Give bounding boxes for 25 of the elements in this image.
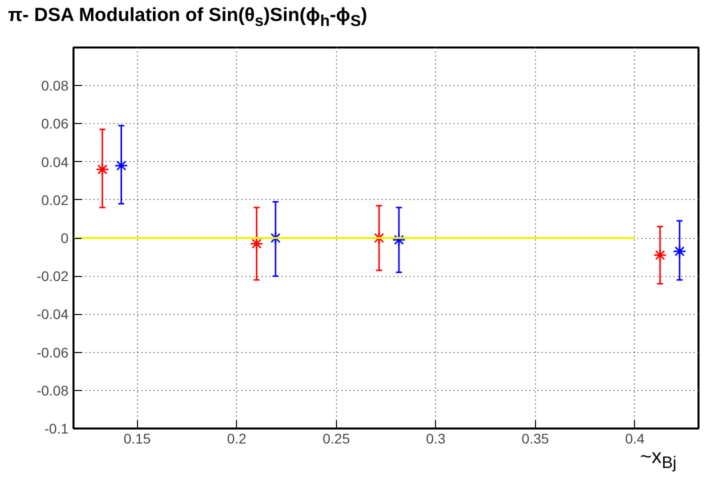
point — [268, 231, 282, 245]
y-tick-label: 0 — [60, 230, 69, 246]
x-tick-label: 0.25 — [322, 430, 350, 446]
point — [114, 158, 128, 172]
chart-title: π- DSA Modulation of Sin(θ$_{s}$)Sin(ϕ$_{h}$-ϕ$_{S}$) — [8, 4, 368, 32]
y-tick-label: -0.08 — [36, 382, 69, 398]
y-tick-label: -0.02 — [36, 268, 69, 284]
x-tick-label: 0.15 — [124, 430, 152, 446]
x-tick-label: 0.3 — [426, 430, 446, 446]
point — [372, 231, 386, 245]
point — [653, 248, 667, 262]
y-tick-label: 0.02 — [41, 192, 69, 208]
x-tick-label: 0.35 — [522, 430, 550, 446]
y-tick-label: 0.08 — [41, 78, 69, 94]
y-tick-label: 0.06 — [41, 116, 69, 132]
x-tick-label: 0.2 — [226, 430, 247, 446]
y-tick-label: -0.06 — [36, 344, 69, 360]
y-tick-label: -0.1 — [44, 420, 69, 436]
point — [392, 233, 406, 247]
x-tick-label: 0.4 — [625, 430, 645, 446]
point — [672, 244, 686, 258]
point — [96, 162, 110, 176]
y-tick-label: 0.04 — [41, 154, 69, 170]
x-axis-title: ~x$_{Bj}$ — [640, 446, 676, 474]
y-tick-label: -0.04 — [36, 306, 69, 322]
